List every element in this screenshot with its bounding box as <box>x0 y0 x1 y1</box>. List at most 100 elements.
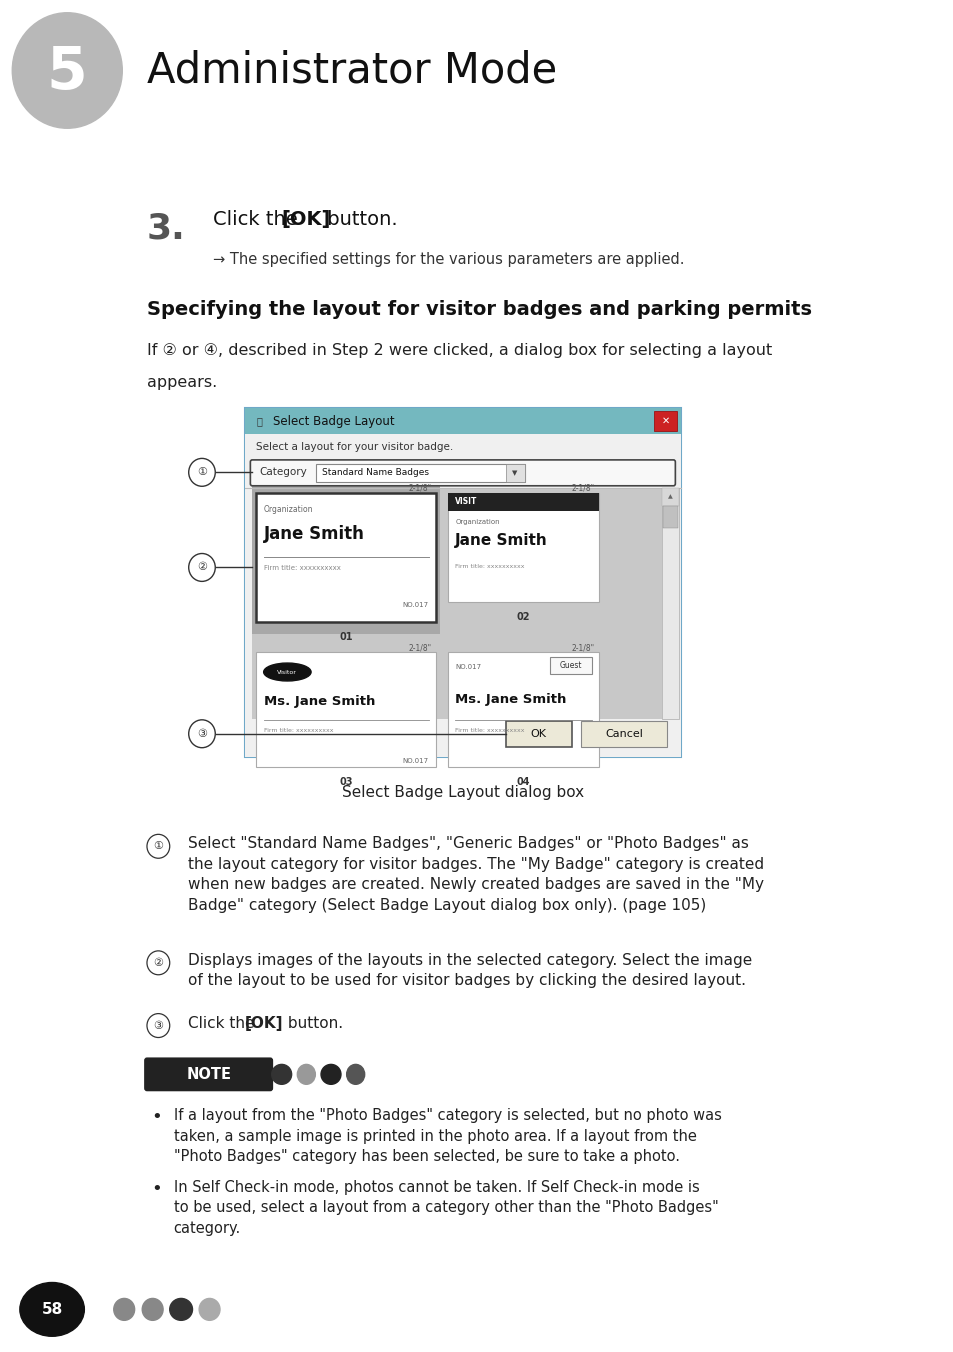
FancyBboxPatch shape <box>580 721 666 746</box>
FancyBboxPatch shape <box>255 652 436 767</box>
Text: Click the: Click the <box>213 210 304 228</box>
Text: ③: ③ <box>196 729 207 738</box>
Text: Visitor: Visitor <box>277 669 297 675</box>
Ellipse shape <box>199 1298 220 1321</box>
Text: Jane Smith: Jane Smith <box>455 533 547 548</box>
Text: ✕: ✕ <box>661 416 669 426</box>
Text: Select Badge Layout dialog box: Select Badge Layout dialog box <box>341 784 583 799</box>
Text: Click the: Click the <box>188 1015 259 1030</box>
Text: Firm title: xxxxxxxxxx: Firm title: xxxxxxxxxx <box>263 565 340 572</box>
Text: NOTE: NOTE <box>186 1067 231 1082</box>
Text: In Self Check-in mode, photos cannot be taken. If Self Check-in mode is
to be us: In Self Check-in mode, photos cannot be … <box>173 1180 718 1236</box>
Text: ③: ③ <box>153 1021 163 1030</box>
Text: appears.: appears. <box>147 376 217 391</box>
FancyBboxPatch shape <box>144 1057 273 1091</box>
Text: 03: 03 <box>339 776 353 787</box>
Text: Guest: Guest <box>559 661 581 671</box>
Ellipse shape <box>263 662 311 681</box>
Circle shape <box>12 12 122 128</box>
Text: 5: 5 <box>47 45 88 101</box>
Text: 58: 58 <box>41 1302 63 1317</box>
Text: Select "Standard Name Badges", "Generic Badges" or "Photo Badges" as
the layout : Select "Standard Name Badges", "Generic … <box>188 837 763 913</box>
Circle shape <box>189 719 215 748</box>
Text: [OK]: [OK] <box>244 1015 283 1030</box>
Text: [OK]: [OK] <box>281 210 331 228</box>
FancyBboxPatch shape <box>315 464 524 481</box>
Text: 2-1/8": 2-1/8" <box>571 644 594 652</box>
Text: OK: OK <box>530 729 546 738</box>
Text: 2-1/8": 2-1/8" <box>408 484 431 492</box>
Text: Standard Name Badges: Standard Name Badges <box>321 468 428 477</box>
Circle shape <box>189 553 215 581</box>
Text: 2-1/8": 2-1/8" <box>408 644 431 652</box>
Text: If a layout from the "Photo Badges" category is selected, but no photo was
taken: If a layout from the "Photo Badges" cate… <box>173 1109 720 1164</box>
FancyBboxPatch shape <box>252 488 661 719</box>
Text: Select a layout for your visitor badge.: Select a layout for your visitor badge. <box>255 442 453 452</box>
Text: 2-1/8": 2-1/8" <box>571 484 594 492</box>
Text: ▲: ▲ <box>667 495 672 499</box>
Ellipse shape <box>20 1283 84 1336</box>
Text: ②: ② <box>153 957 163 968</box>
Text: Ms. Jane Smith: Ms. Jane Smith <box>263 695 375 708</box>
FancyBboxPatch shape <box>255 492 436 622</box>
Text: 01: 01 <box>339 633 353 642</box>
Text: •: • <box>152 1180 162 1198</box>
Ellipse shape <box>170 1298 193 1321</box>
Ellipse shape <box>297 1064 315 1084</box>
Text: Firm title: xxxxxxxxxx: Firm title: xxxxxxxxxx <box>455 727 524 733</box>
Text: Firm title: xxxxxxxxxx: Firm title: xxxxxxxxxx <box>263 727 333 733</box>
Circle shape <box>147 950 170 975</box>
Ellipse shape <box>346 1064 364 1084</box>
Text: ▼: ▼ <box>512 470 517 476</box>
Circle shape <box>147 1014 170 1037</box>
Text: → The specified settings for the various parameters are applied.: → The specified settings for the various… <box>213 251 684 266</box>
Ellipse shape <box>142 1298 163 1321</box>
FancyBboxPatch shape <box>654 411 677 431</box>
Text: Ms. Jane Smith: Ms. Jane Smith <box>455 694 566 706</box>
Text: 04: 04 <box>517 776 530 787</box>
Text: Firm title: xxxxxxxxxx: Firm title: xxxxxxxxxx <box>455 565 524 569</box>
Text: ②: ② <box>196 562 207 572</box>
Ellipse shape <box>321 1064 340 1084</box>
Circle shape <box>147 834 170 859</box>
FancyBboxPatch shape <box>505 464 524 481</box>
FancyBboxPatch shape <box>550 657 591 675</box>
FancyBboxPatch shape <box>447 652 598 767</box>
FancyBboxPatch shape <box>661 488 679 506</box>
Text: NO.017: NO.017 <box>455 664 481 671</box>
Text: VISIT: VISIT <box>455 498 477 506</box>
FancyBboxPatch shape <box>252 485 439 634</box>
Text: Displays images of the layouts in the selected category. Select the image
of the: Displays images of the layouts in the se… <box>188 953 751 988</box>
Text: •: • <box>152 1109 162 1126</box>
FancyBboxPatch shape <box>661 488 679 719</box>
Text: If ② or ④, described in Step 2 were clicked, a dialog box for selecting a layout: If ② or ④, described in Step 2 were clic… <box>147 343 771 358</box>
Text: ①: ① <box>196 468 207 477</box>
Text: 3.: 3. <box>147 212 186 246</box>
FancyBboxPatch shape <box>244 434 680 757</box>
Text: NO.017: NO.017 <box>402 602 428 608</box>
Ellipse shape <box>113 1298 134 1321</box>
FancyBboxPatch shape <box>244 408 680 757</box>
FancyBboxPatch shape <box>447 492 598 602</box>
Ellipse shape <box>272 1064 292 1084</box>
Text: button.: button. <box>320 210 396 228</box>
Text: Cancel: Cancel <box>604 729 642 738</box>
FancyBboxPatch shape <box>447 492 598 511</box>
Text: 02: 02 <box>517 612 530 622</box>
FancyBboxPatch shape <box>250 460 675 485</box>
Text: Administrator Mode: Administrator Mode <box>147 50 557 92</box>
Text: Select Badge Layout: Select Badge Layout <box>273 415 395 427</box>
FancyBboxPatch shape <box>244 408 680 434</box>
Text: button.: button. <box>282 1015 342 1030</box>
Text: Specifying the layout for visitor badges and parking permits: Specifying the layout for visitor badges… <box>147 300 811 319</box>
Text: Organization: Organization <box>455 519 499 525</box>
Text: Jane Smith: Jane Smith <box>263 525 364 542</box>
Text: 🔒: 🔒 <box>255 416 262 426</box>
Text: Category: Category <box>259 468 307 477</box>
Text: Organization: Organization <box>263 504 313 514</box>
Circle shape <box>189 458 215 487</box>
FancyBboxPatch shape <box>505 721 572 746</box>
Text: ①: ① <box>153 841 163 852</box>
Text: NO.017: NO.017 <box>402 757 428 764</box>
FancyBboxPatch shape <box>662 506 678 527</box>
